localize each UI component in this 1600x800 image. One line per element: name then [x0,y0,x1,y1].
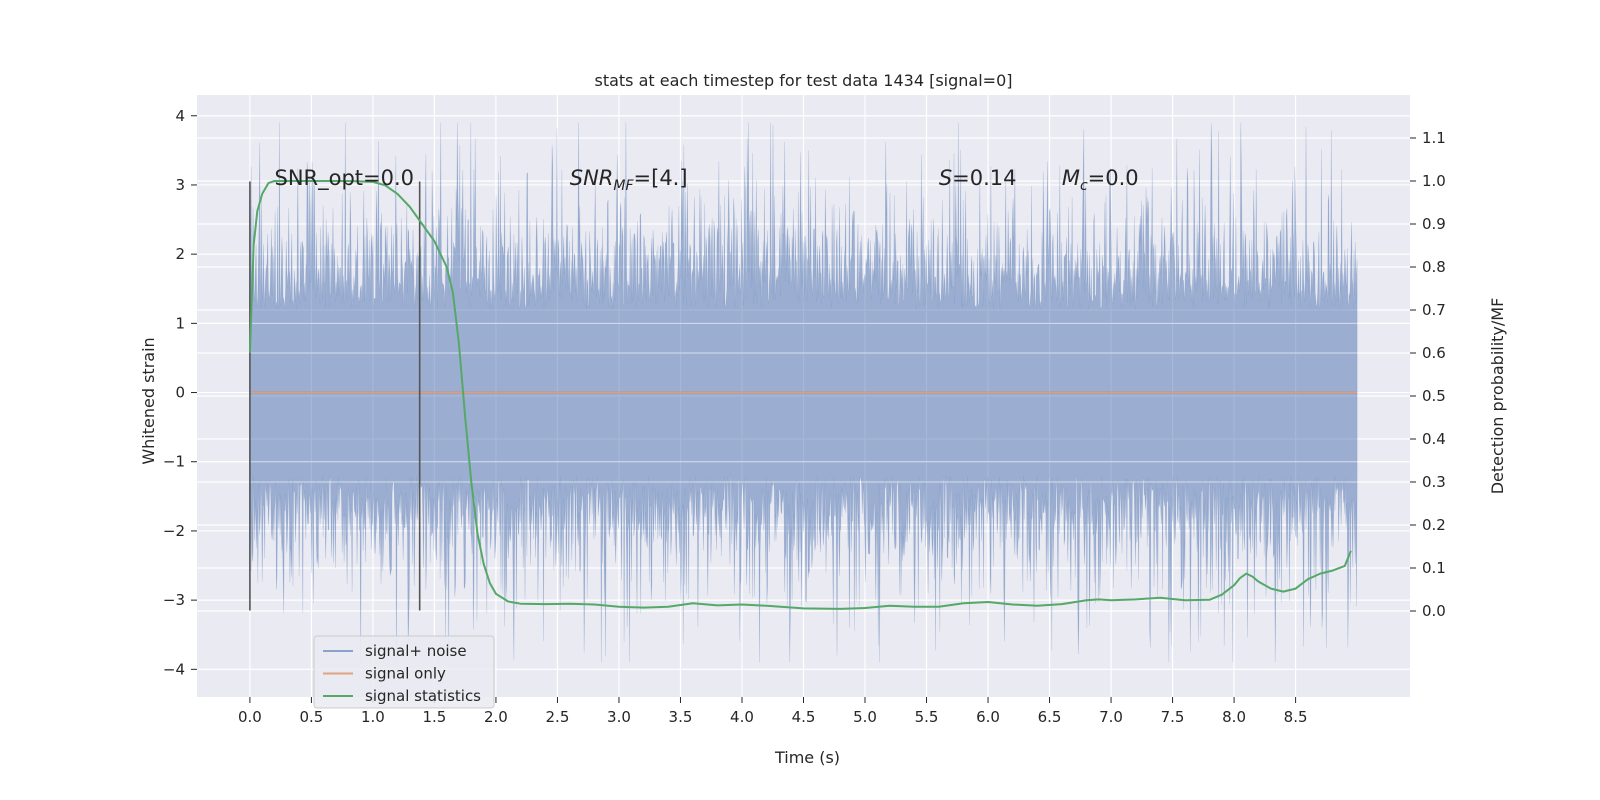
y-tick-label: 2 [175,245,185,263]
x-tick-label: 5.0 [853,708,877,726]
y-tick-label: 0 [175,384,185,402]
x-tick-label: 1.5 [423,708,447,726]
annotations: SNR_opt=0.0 SNRMF=[4.] S=0.14 Mc=0.0 [275,166,1139,194]
legend: signal+ noise signal only signal statist… [313,635,495,709]
legend-box [313,635,495,709]
x-tick-label: 6.5 [1038,708,1062,726]
y-tick-label: −3 [163,591,185,609]
x-tick-label: 0.5 [299,708,323,726]
legend-label-noise: signal+ noise [365,642,467,660]
y-tick-label: −1 [163,453,185,471]
x-tick-label: 7.5 [1161,708,1185,726]
y-right-tick-label: 0.6 [1422,344,1446,362]
annotation-text: SNR_opt=0.0 [275,166,415,191]
annotation-symbol: SNR [570,166,614,190]
y-tick-label: −4 [163,660,185,678]
annotation-text: SNRMF=[4.] [570,166,688,194]
y-right-tick-label: 0.9 [1422,215,1446,233]
annotation-symbol: M [1062,166,1080,190]
x-tick-label: 2.5 [546,708,570,726]
x-axis-label: Time (s) [774,748,840,767]
x-tick-label: 4.5 [792,708,816,726]
x-tick-label: 1.0 [361,708,385,726]
x-tick-label: 8.5 [1284,708,1308,726]
x-tick-label: 8.0 [1222,708,1246,726]
signal-statistics-series [248,180,1352,610]
annotation-value: =[4.] [634,166,688,190]
x-tick-label: 3.0 [607,708,631,726]
x-tick-label: 3.5 [669,708,693,726]
y-right-tick-label: 1.0 [1422,172,1446,190]
annotation-part: SNR_opt=0.0 [275,166,415,191]
y-right-tick-label: 0.4 [1422,430,1446,448]
x-tick-label: 7.0 [1099,708,1123,726]
y-tick-label: 3 [175,176,185,194]
y-right-tick-label: 0.1 [1422,559,1446,577]
legend-label-stats: signal statistics [365,687,481,705]
x-tick-label: 5.5 [915,708,939,726]
annotation-text: S=0.14 [939,166,1017,190]
y-tick-label: 1 [175,314,185,332]
x-tick-label: 0.0 [238,708,262,726]
x-tick-label: 6.0 [976,708,1000,726]
y-right-tick-label: 0.5 [1422,387,1446,405]
y-right-tick-label: 1.1 [1422,129,1446,147]
y-tick-label: 4 [175,107,185,125]
x-tick-label: 4.0 [730,708,754,726]
annotation-value: =0.0 [1088,166,1139,190]
annotation-subscript: MF [613,178,634,194]
annotation-text: Mc=0.0 [1062,166,1139,194]
axes: 0.0 0.5 1.0 1.5 2.0 2.5 3.0 3.5 4.0 4.5 5.0 5.5 6.0 6… [163,107,1446,726]
legend-label-signal: signal only [365,665,446,683]
y-right-tick-label: 0.2 [1422,516,1446,534]
annotation-value: =0.14 [952,166,1016,190]
y-right-tick-label: 0.3 [1422,473,1446,491]
y-tick-label: −2 [163,522,185,540]
annotation-subscript: c [1080,178,1088,194]
data-layer [248,122,1358,663]
y-right-axis-label: Detection probability/MF [1488,298,1507,495]
y-right-tick-label: 0.0 [1422,602,1446,620]
y-right-tick-label: 0.7 [1422,301,1446,319]
chart-title: stats at each timestep for test data 143… [594,71,1012,90]
y-right-tick-label: 0.8 [1422,258,1446,276]
x-tick-label: 2.0 [484,708,508,726]
y-axis-label: Whitened strain [139,337,158,464]
annotation-symbol: S [939,166,952,190]
